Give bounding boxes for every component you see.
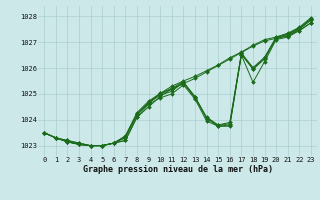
X-axis label: Graphe pression niveau de la mer (hPa): Graphe pression niveau de la mer (hPa) xyxy=(83,165,273,174)
